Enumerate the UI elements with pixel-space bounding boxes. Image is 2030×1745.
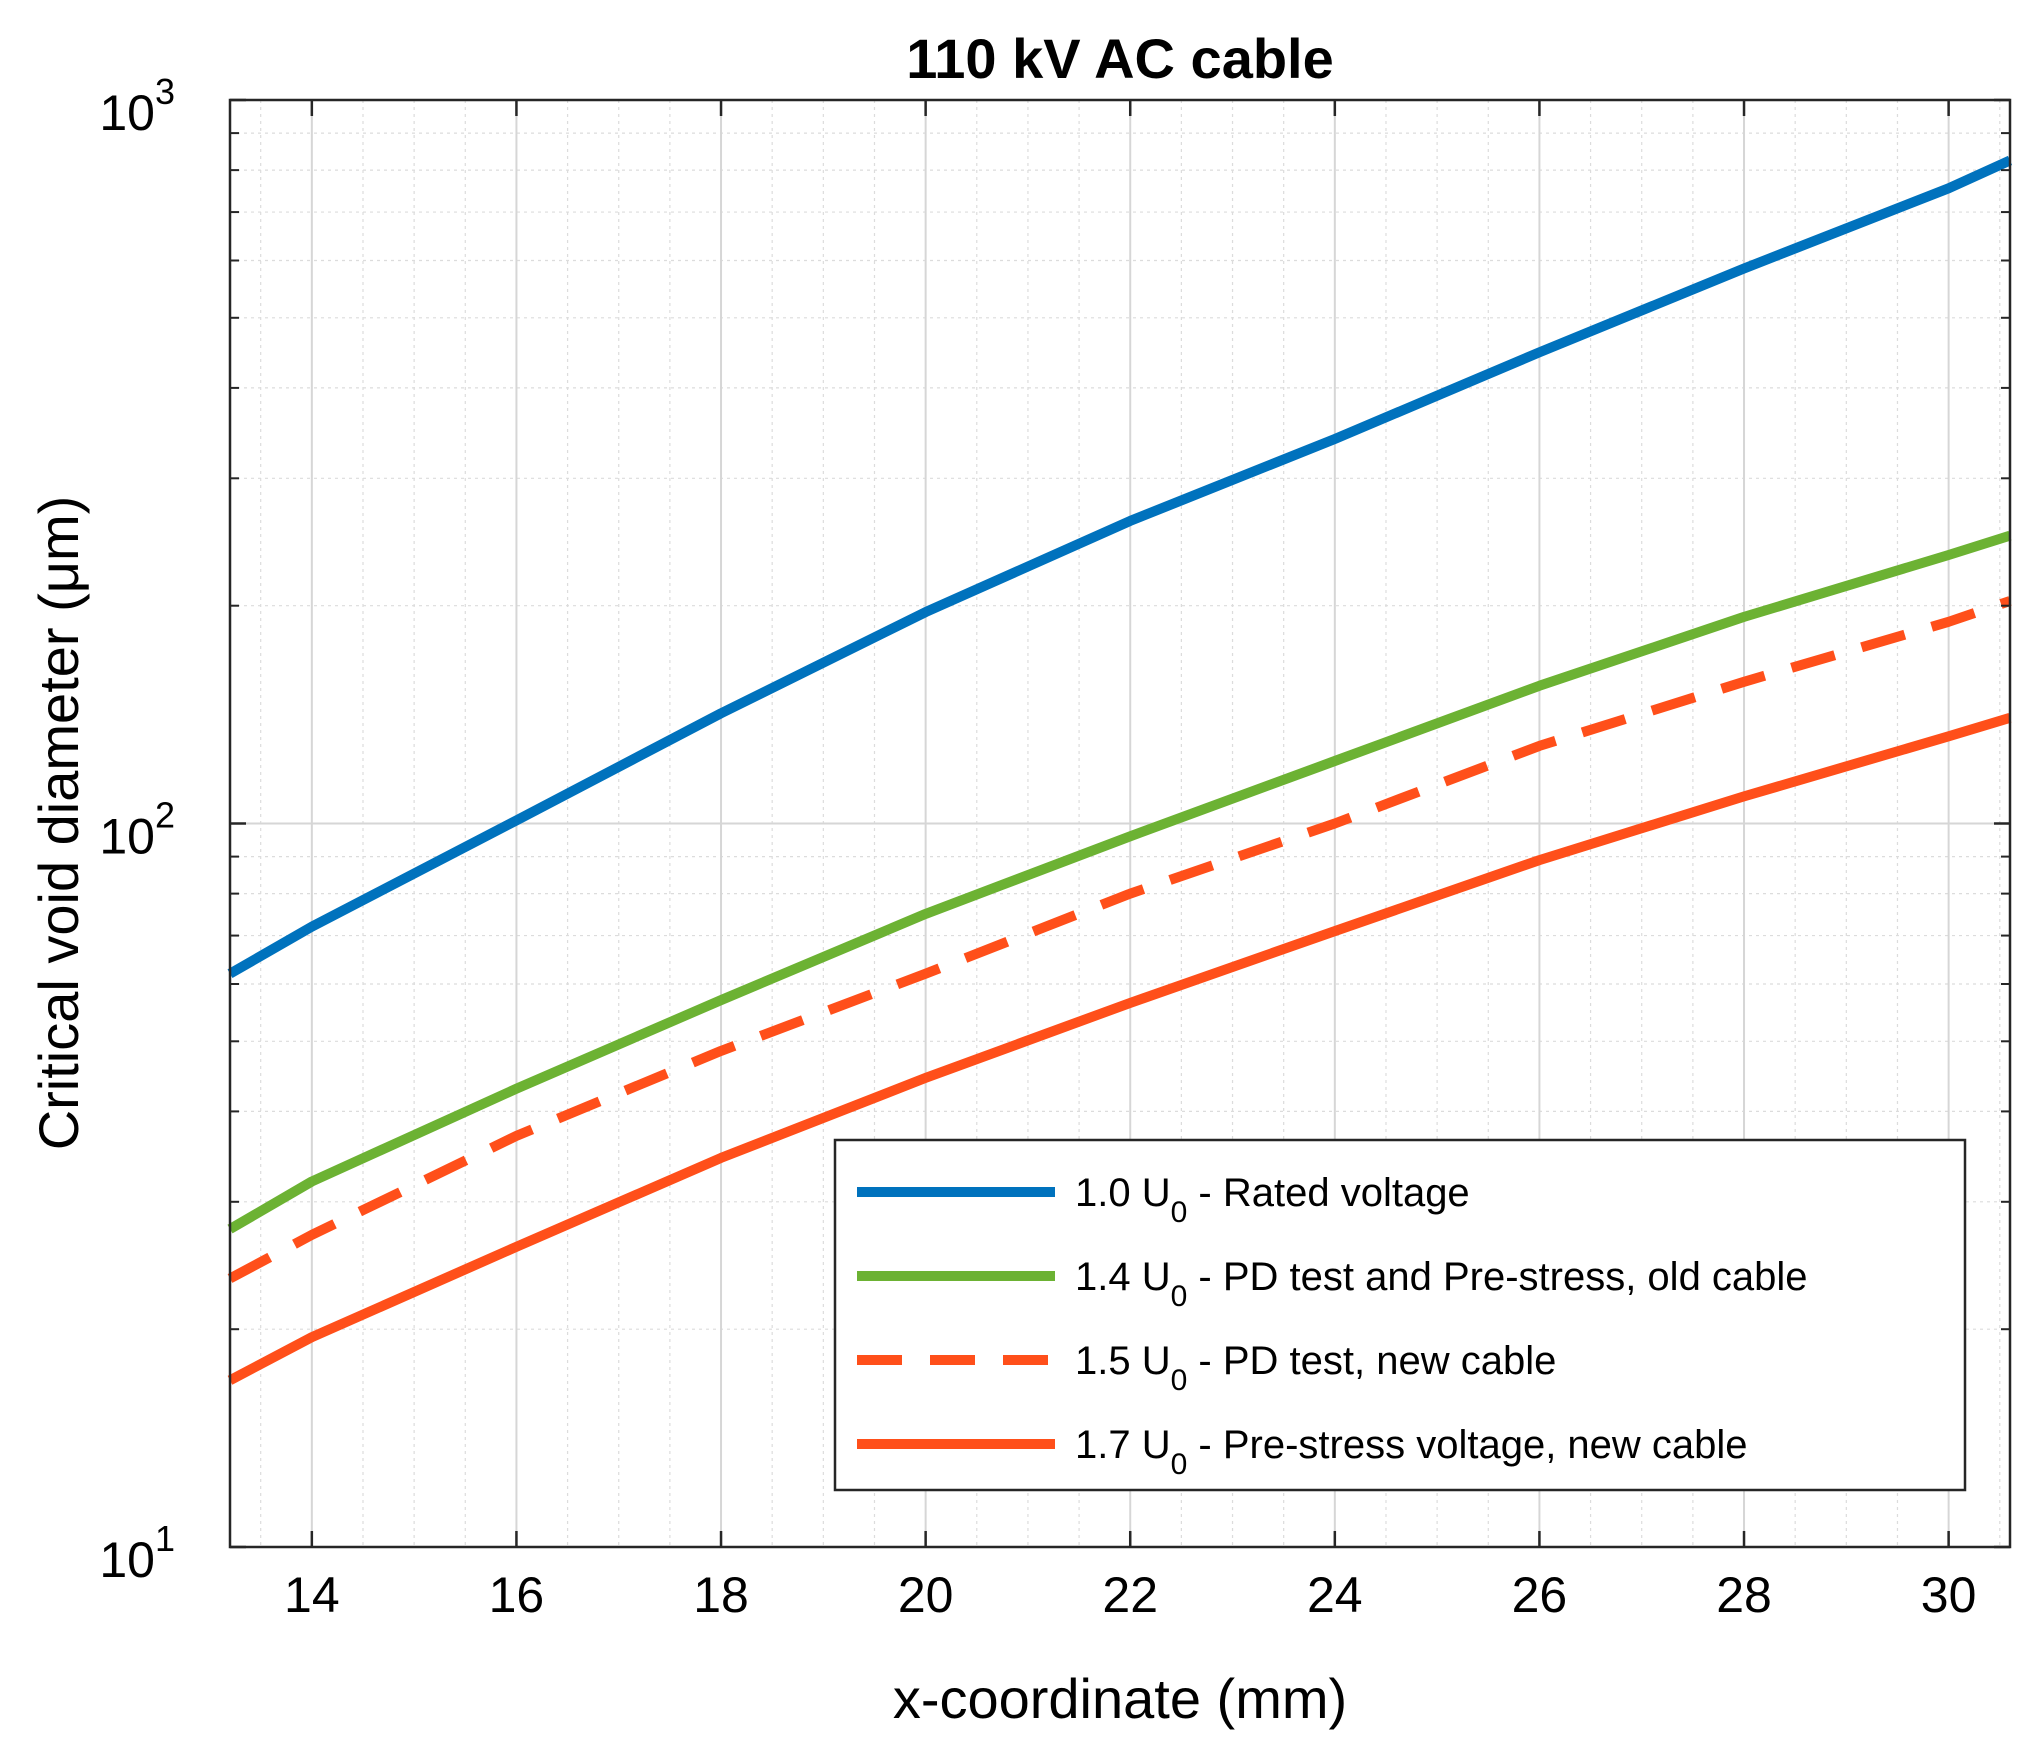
legend-label: 1.7 U0 - Pre-stress voltage, new cable — [1075, 1423, 1748, 1481]
y-tick-label: 103 — [99, 71, 175, 141]
x-tick-label: 28 — [1716, 1567, 1772, 1623]
y-axis-label: Critical void diameter (μm) — [27, 496, 90, 1151]
series-layer — [227, 155, 2013, 1385]
x-tick-label: 14 — [284, 1567, 340, 1623]
x-tick-label: 30 — [1921, 1567, 1977, 1623]
legend-label: 1.4 U0 - PD test and Pre-stress, old cab… — [1075, 1255, 1808, 1313]
y-axis: 101 102 103 — [99, 71, 2010, 1588]
series-line — [227, 596, 2012, 1283]
x-tick-label: 24 — [1307, 1567, 1363, 1623]
legend: 1.0 U0 - Rated voltage 1.4 U0 - PD test a… — [833, 1138, 1967, 1492]
series-line — [227, 713, 2012, 1385]
x-tick-label: 26 — [1512, 1567, 1568, 1623]
legend-label: 1.5 U0 - PD test, new cable — [1075, 1339, 1556, 1397]
chart-title: 110 kV AC cable — [906, 27, 1334, 90]
x-tick-label: 20 — [898, 1567, 954, 1623]
x-tick-label: 16 — [489, 1567, 545, 1623]
x-axis: 14 16 18 20 22 24 26 28 30 — [284, 100, 1976, 1623]
y-tick-label: 102 — [99, 795, 175, 865]
series-line — [227, 155, 2013, 979]
legend-label: 1.0 U0 - Rated voltage — [1075, 1171, 1470, 1229]
x-tick-label: 18 — [693, 1567, 749, 1623]
x-axis-label: x-coordinate (mm) — [893, 1667, 1347, 1730]
x-tick-label: 22 — [1102, 1567, 1158, 1623]
series-line — [227, 530, 2012, 1234]
legend-box — [833, 1138, 1967, 1492]
y-tick-label: 101 — [99, 1518, 175, 1588]
